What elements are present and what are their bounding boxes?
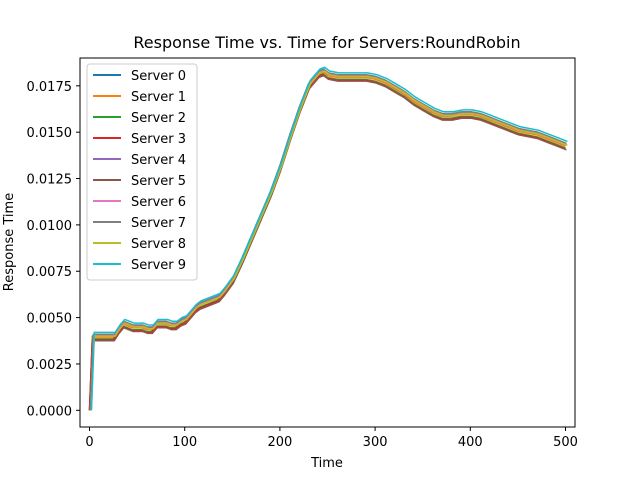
legend: Server 0 Server 1 Server 2 Server 3 Server 4… — [86, 63, 198, 281]
y-tick-label: 0.0100 — [27, 219, 73, 234]
legend-label: Server 1 — [131, 90, 186, 105]
legend-label: Server 6 — [131, 195, 186, 210]
legend-label: Server 7 — [131, 216, 186, 231]
y-tick-label: 0.0050 — [27, 312, 73, 327]
y-tick-label: 0.0150 — [27, 126, 73, 141]
x-tick-label: 400 — [458, 435, 483, 450]
plot-frame — [79, 57, 576, 428]
y-tick-label: 0.0125 — [27, 173, 73, 188]
y-tick-label: 0.0175 — [27, 80, 73, 95]
y-tick-label: 0.0075 — [27, 265, 73, 280]
legend-label: Server 9 — [131, 258, 186, 273]
x-tick-label: 100 — [172, 435, 197, 450]
tick-layer: 0 100 200 300 400 500 0.0000 0.0025 0.0050 0.0075… — [27, 80, 578, 450]
chart-title: Response Time vs. Time for Servers:Round… — [133, 33, 520, 52]
y-tick-label: 0.0000 — [27, 404, 73, 419]
legend-label: Server 3 — [131, 132, 186, 147]
series-line-server-9 — [90, 66, 568, 411]
legend-label: Server 5 — [131, 174, 186, 189]
x-tick-label: 0 — [85, 435, 93, 450]
x-tick-label: 300 — [363, 435, 388, 450]
x-axis-title: Time — [310, 456, 343, 471]
series-line-server-8 — [90, 70, 568, 411]
x-tick-label: 500 — [553, 435, 578, 450]
legend-label: Server 4 — [131, 153, 186, 168]
legend-label: Server 0 — [131, 69, 186, 84]
series-layer — [88, 66, 568, 411]
y-axis-title: Response Time — [2, 193, 17, 291]
x-tick-label: 200 — [267, 435, 292, 450]
legend-label: Server 2 — [131, 111, 186, 126]
series-line-server-5 — [89, 74, 567, 411]
legend-label: Server 8 — [131, 237, 186, 252]
y-tick-label: 0.0025 — [27, 358, 73, 373]
